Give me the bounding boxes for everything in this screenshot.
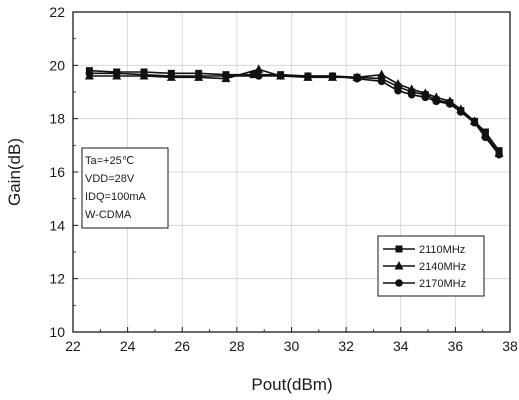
- data-point: [470, 118, 479, 127]
- data-point: [167, 72, 176, 80]
- data-point: [407, 90, 416, 99]
- annotation-line: Ta=+25℃: [85, 155, 134, 167]
- x-tick-label: 22: [65, 338, 81, 354]
- annotation-line: W-CDMA: [85, 209, 132, 221]
- x-tick-label: 32: [338, 338, 354, 354]
- y-tick-label: 20: [49, 57, 65, 73]
- y-tick-label: 22: [49, 4, 65, 20]
- data-point: [394, 86, 402, 95]
- annotation-line: IDQ=100mA: [85, 191, 146, 203]
- data-point: [254, 64, 264, 73]
- series-line: [89, 69, 500, 152]
- x-axis-title: Pout(dBm): [251, 375, 332, 394]
- data-point: [85, 69, 94, 78]
- data-point: [328, 72, 337, 80]
- data-point: [481, 133, 490, 142]
- series-line: [89, 72, 500, 156]
- data-point: [276, 72, 285, 80]
- legend: 2110MHz 2140MHz 2170MHz: [377, 235, 485, 297]
- data-point: [112, 69, 121, 78]
- legend-item: 2170MHz: [383, 278, 466, 290]
- annotation-box: [81, 147, 169, 229]
- x-tick-label: 30: [284, 338, 300, 354]
- data-point: [140, 70, 148, 79]
- y-tick-label: 14: [49, 217, 65, 233]
- x-tick-label: 38: [502, 338, 518, 354]
- x-tick-label: 34: [393, 338, 409, 354]
- data-point: [393, 79, 403, 88]
- series-lines: [84, 64, 504, 159]
- y-tick-label: 18: [49, 111, 65, 127]
- legend-label: 2110MHz: [419, 244, 465, 256]
- data-point: [432, 97, 441, 106]
- data-point: [222, 72, 230, 80]
- data-point: [495, 150, 503, 159]
- y-tick-label: 16: [49, 164, 65, 180]
- data-point: [457, 108, 465, 116]
- legend-item: 2140MHz: [383, 261, 466, 273]
- legend-item: 2110MHz: [383, 244, 465, 256]
- data-point: [194, 72, 203, 80]
- legend-marker: [395, 245, 403, 253]
- y-tick-label: 10: [49, 324, 65, 340]
- data-point: [304, 72, 312, 80]
- data-point: [377, 77, 386, 86]
- data-point: [249, 71, 257, 79]
- series-2140MHz: [84, 64, 504, 157]
- annotation-line: VDD=28V: [85, 173, 135, 185]
- x-tick-label: 24: [120, 338, 136, 354]
- legend-marker: [395, 279, 403, 287]
- conditions-annotation: Ta=+25℃ VDD=28V IDQ=100mA W-CDMA: [81, 147, 169, 229]
- series-2110MHz: [85, 67, 503, 155]
- legend-label: 2140MHz: [419, 261, 466, 273]
- legend-marker: [394, 261, 404, 270]
- series-2170MHz: [85, 69, 503, 159]
- x-tick-label: 28: [229, 338, 245, 354]
- data-point: [254, 72, 263, 80]
- y-tick-label: 12: [49, 271, 65, 287]
- data-point: [407, 84, 417, 93]
- y-axis-title: Gain(dB): [5, 138, 24, 206]
- x-tick-label: 26: [174, 338, 190, 354]
- x-tick-label: 36: [448, 338, 464, 354]
- data-point: [446, 100, 454, 108]
- plot-frame: [72, 11, 511, 333]
- data-point: [377, 69, 387, 79]
- series-line: [89, 68, 500, 154]
- legend-label: 2170MHz: [419, 278, 466, 290]
- ticks: 22 24 26 28 30 32 34 36 38 10 12 14 16 18 20 22: [49, 4, 518, 354]
- data-point: [421, 93, 430, 102]
- data-point: [353, 74, 361, 83]
